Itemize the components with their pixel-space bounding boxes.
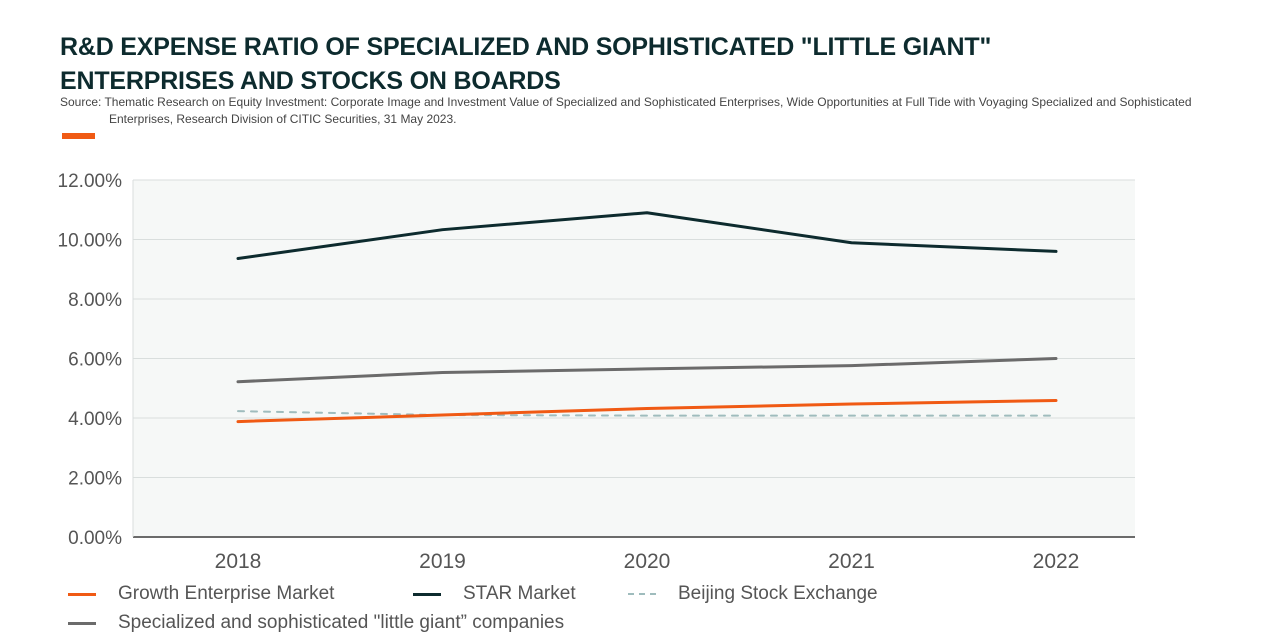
y-tick-label: 0.00% (68, 528, 122, 549)
legend-label-star-market: STAR Market (463, 583, 576, 604)
legend-swatch-star-market (413, 592, 441, 596)
y-tick-label: 8.00% (68, 290, 122, 311)
y-tick-label: 2.00% (68, 469, 122, 490)
series-line-beijing-stock-exchange (237, 410, 1057, 417)
y-tick-label: 12.00% (58, 171, 123, 192)
y-tick-label: 10.00% (58, 231, 123, 252)
legend-swatch-little-giant-companies (68, 621, 96, 625)
legend-item-beijing-stock-exchange: Beijing Stock Exchange (628, 583, 878, 605)
legend-item-little-giant-companies: Specialized and sophisticated "little gi… (68, 612, 564, 634)
x-tick-label: 2022 (1033, 550, 1080, 570)
legend-item-star-market: STAR Market (413, 583, 576, 605)
source-note: Source: Thematic Research on Equity Inve… (60, 95, 1192, 126)
x-tick-label: 2021 (828, 550, 875, 570)
series-line-specialized-and-sophisticated-little-giant-companies (236, 357, 1058, 384)
y-tick-label: 4.00% (68, 409, 122, 430)
y-tick-label: 6.00% (68, 350, 122, 371)
legend-item-growth-enterprise-market: Growth Enterprise Market (68, 583, 334, 605)
accent-bar (62, 133, 95, 139)
legend-swatch-growth-enterprise-market (68, 592, 96, 596)
line-chart: 0.00% 2.00% 4.00% 6.00% 8.00% 10.00% 12.00% 20… (58, 171, 1135, 570)
x-tick-label: 2020 (624, 550, 671, 570)
legend-label-growth-enterprise-market: Growth Enterprise Market (118, 583, 335, 604)
series-line-star-market (236, 211, 1058, 261)
x-tick-label: 2019 (419, 550, 466, 570)
legend-label-little-giant-companies: Specialized and sophisticated "little gi… (118, 612, 565, 633)
chart-title: R&D EXPENSE RATIO OF SPECIALIZED AND SOP… (60, 33, 992, 95)
series-line-growth-enterprise-market (236, 398, 1058, 424)
legend-label-beijing-stock-exchange: Beijing Stock Exchange (678, 583, 878, 604)
x-tick-label: 2018 (215, 550, 262, 570)
legend-swatch-beijing-stock-exchange (628, 593, 656, 595)
